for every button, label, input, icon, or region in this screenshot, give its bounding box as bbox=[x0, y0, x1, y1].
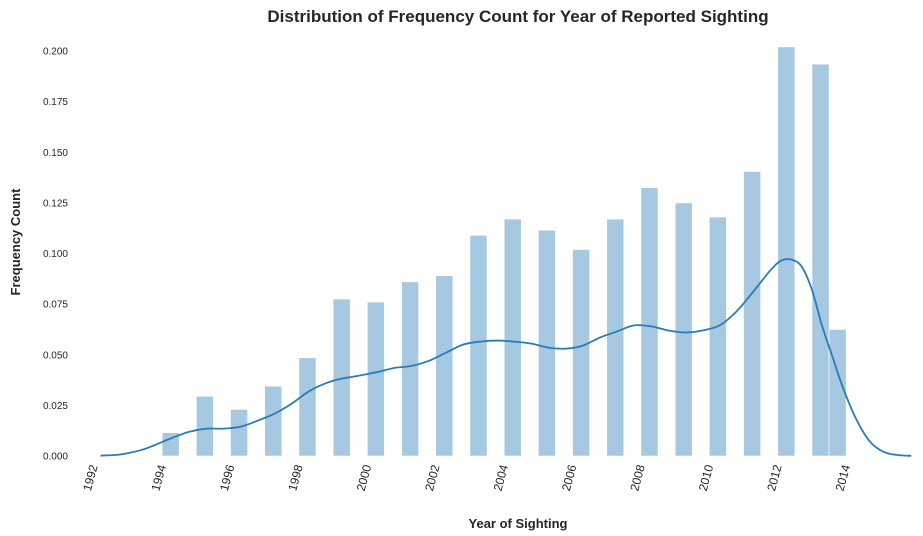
histogram-bar bbox=[161, 432, 180, 457]
x-tick-label: 2004 bbox=[491, 463, 512, 493]
y-axis-ticks: 0.000 0.025 0.050 0.075 0.100 0.125 0.150 0.175… bbox=[43, 47, 68, 463]
x-tick-label: 1998 bbox=[285, 463, 306, 493]
histogram-bars bbox=[161, 46, 847, 457]
y-tick-label: 0.125 bbox=[43, 198, 68, 209]
histogram-bar bbox=[401, 281, 419, 457]
x-tick-label: 1996 bbox=[217, 463, 238, 493]
histogram-bar bbox=[264, 385, 283, 457]
kde-line bbox=[100, 258, 912, 457]
y-tick-label: 0.175 bbox=[43, 97, 68, 108]
histogram-bar bbox=[811, 63, 830, 457]
histogram-bar bbox=[469, 234, 488, 457]
chart-title: Distribution of Frequency Count for Year… bbox=[267, 7, 768, 26]
histogram-bar bbox=[572, 249, 590, 457]
y-tick-label: 0.025 bbox=[43, 401, 68, 412]
y-tick-label: 0.100 bbox=[43, 249, 68, 260]
y-tick-label: 0.150 bbox=[43, 148, 68, 159]
histogram-bar bbox=[538, 229, 556, 457]
x-tick-label: 2006 bbox=[559, 463, 580, 493]
y-tick-label: 0.200 bbox=[43, 47, 68, 58]
x-tick-label: 2012 bbox=[764, 463, 785, 493]
x-tick-label: 1994 bbox=[149, 463, 170, 493]
histogram-bar bbox=[230, 409, 248, 457]
histogram-bar bbox=[367, 301, 385, 457]
y-axis-label: Frequency Count bbox=[8, 188, 23, 296]
histogram-bar bbox=[606, 218, 625, 457]
histogram-bar bbox=[674, 202, 693, 457]
y-tick-label: 0.050 bbox=[43, 350, 68, 361]
y-tick-label: 0.075 bbox=[43, 300, 68, 311]
histogram-bar bbox=[435, 275, 454, 457]
histogram-bar bbox=[503, 218, 522, 457]
histogram-bar bbox=[828, 329, 847, 457]
x-tick-label: 2000 bbox=[354, 463, 375, 493]
x-tick-label: 2010 bbox=[696, 463, 717, 493]
x-tick-label: 1992 bbox=[80, 463, 101, 493]
x-axis-label: Year of Sighting bbox=[469, 516, 568, 531]
histogram-bar bbox=[298, 357, 317, 457]
y-tick-label: 0.000 bbox=[43, 452, 68, 463]
x-tick-label: 2008 bbox=[627, 463, 648, 493]
histogram-bar bbox=[195, 395, 214, 457]
x-tick-label: 2002 bbox=[422, 463, 443, 493]
histogram-bar bbox=[777, 46, 796, 457]
x-tick-label: 2014 bbox=[833, 463, 854, 493]
histogram-bar bbox=[743, 171, 761, 457]
x-axis-ticks: 1992 1994 1996 1998 2000 2002 2004 2006 2008 2010… bbox=[80, 463, 853, 493]
histogram-bar bbox=[709, 216, 727, 457]
histogram-bar bbox=[640, 187, 659, 457]
